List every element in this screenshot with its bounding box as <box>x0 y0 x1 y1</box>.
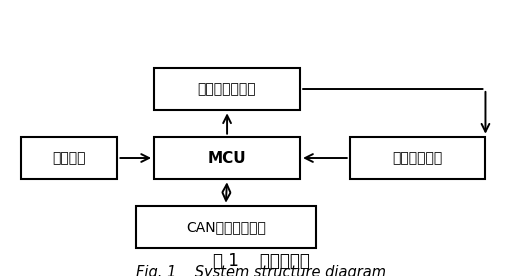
Text: CAN总线通信模块: CAN总线通信模块 <box>186 220 266 234</box>
Text: MCU: MCU <box>208 150 246 166</box>
Text: 开关与电阻阵列: 开关与电阻阵列 <box>198 82 256 96</box>
FancyBboxPatch shape <box>350 137 485 179</box>
FancyBboxPatch shape <box>136 206 316 248</box>
FancyBboxPatch shape <box>154 137 300 179</box>
Text: Fig. 1    System structure diagram: Fig. 1 System structure diagram <box>136 265 386 276</box>
Text: 供电模块: 供电模块 <box>52 151 86 165</box>
FancyBboxPatch shape <box>21 137 117 179</box>
Text: 电阻采样模块: 电阻采样模块 <box>393 151 443 165</box>
Text: 图 1    系统结构图: 图 1 系统结构图 <box>212 252 310 270</box>
FancyBboxPatch shape <box>154 68 300 110</box>
